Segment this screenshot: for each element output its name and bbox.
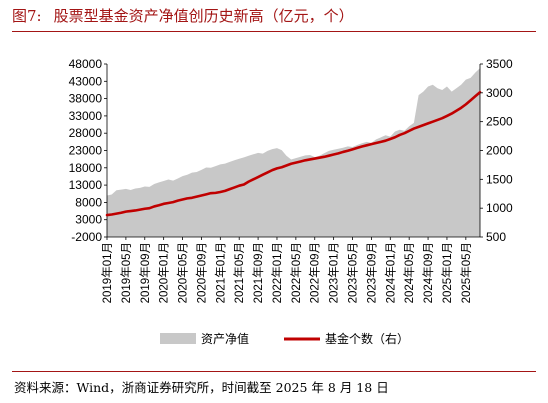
x-tick-label: 2019年09月 xyxy=(138,242,152,303)
y-left-tick-label: 33000 xyxy=(69,109,103,123)
x-tick-label: 2020年09月 xyxy=(194,242,208,303)
figure-title: 股票型基金资产净值创历史新高（亿元，个） xyxy=(53,7,354,25)
x-tick-label: 2021年01月 xyxy=(213,242,227,303)
legend-swatch-area xyxy=(160,333,196,344)
y-left-tick-label: 13000 xyxy=(69,178,103,192)
x-tick-label: 2024年09月 xyxy=(421,242,435,303)
figure-label: 图7: xyxy=(12,7,42,25)
y-right-tick-label: 2000 xyxy=(486,144,513,158)
y-right-tick-label: 500 xyxy=(486,230,506,244)
x-tick-label: 2025年05月 xyxy=(459,242,473,303)
series-line-fund-count xyxy=(105,90,482,217)
x-tick-label: 2021年05月 xyxy=(232,242,246,303)
x-tick-label: 2023年01月 xyxy=(327,242,341,303)
area-layer xyxy=(107,68,480,238)
legend-label-line: 基金个数（右） xyxy=(325,331,409,346)
line-layer xyxy=(105,90,482,217)
legend: 资产净值 基金个数（右） xyxy=(160,331,409,346)
x-tick-label: 2019年01月 xyxy=(100,242,114,303)
y-left-tick-label: 48000 xyxy=(69,57,103,71)
y-left-tick-label: 8000 xyxy=(75,195,102,209)
x-tick-label: 2023年09月 xyxy=(364,242,378,303)
x-tick-label: 2023年05月 xyxy=(346,242,360,303)
y-right-tick-label: 1500 xyxy=(486,172,513,186)
x-tick-label: 2019年05月 xyxy=(119,242,133,303)
y-left-tick-label: 38000 xyxy=(69,92,103,106)
source-note: 资料来源：Wind，浙商证券研究所，时间截至 2025 年 8 月 18 日 xyxy=(14,380,389,395)
x-axis: 2019年01月 2019年05月 2019年09月 2020年01月 2020年05月… xyxy=(100,237,473,303)
y-left-tick-label: 28000 xyxy=(69,126,103,140)
y-left-tick-label: 3000 xyxy=(75,213,102,227)
series-area-net-asset xyxy=(107,68,480,238)
y-right-tick-label: 1000 xyxy=(486,201,513,215)
y-left-tick-label: 43000 xyxy=(69,74,103,88)
x-tick-label: 2024年01月 xyxy=(383,242,397,303)
legend-label-area: 资产净值 xyxy=(201,331,249,346)
x-tick-label: 2022年09月 xyxy=(308,242,322,303)
y-left-tick-label: -2000 xyxy=(71,230,102,244)
x-tick-label: 2020年01月 xyxy=(157,242,171,303)
y-left-tick-label: 18000 xyxy=(69,161,103,175)
y-right-tick-label: 2500 xyxy=(486,115,513,129)
y-left-tick-label: 23000 xyxy=(69,144,103,158)
title-rule xyxy=(12,31,536,32)
y-right-tick-label: 3500 xyxy=(486,57,513,71)
y-axis-left: -2000 3000 8000 13000 18000 23000 28000 33000 38… xyxy=(69,57,107,244)
x-tick-label: 2021年09月 xyxy=(251,242,265,303)
y-axis-right: 500 1000 1500 2000 2500 3000 3500 xyxy=(480,57,513,244)
x-tick-label: 2022年05月 xyxy=(289,242,303,303)
x-tick-label: 2022年01月 xyxy=(270,242,284,303)
x-tick-label: 2020年05月 xyxy=(176,242,190,303)
x-tick-label: 2025年01月 xyxy=(440,242,454,303)
figure-title-row: 图7: 股票型基金资产净值创历史新高（亿元，个） xyxy=(12,4,536,28)
x-tick-label: 2024年05月 xyxy=(402,242,416,303)
source-rule xyxy=(12,371,536,372)
y-right-tick-label: 3000 xyxy=(486,86,513,100)
